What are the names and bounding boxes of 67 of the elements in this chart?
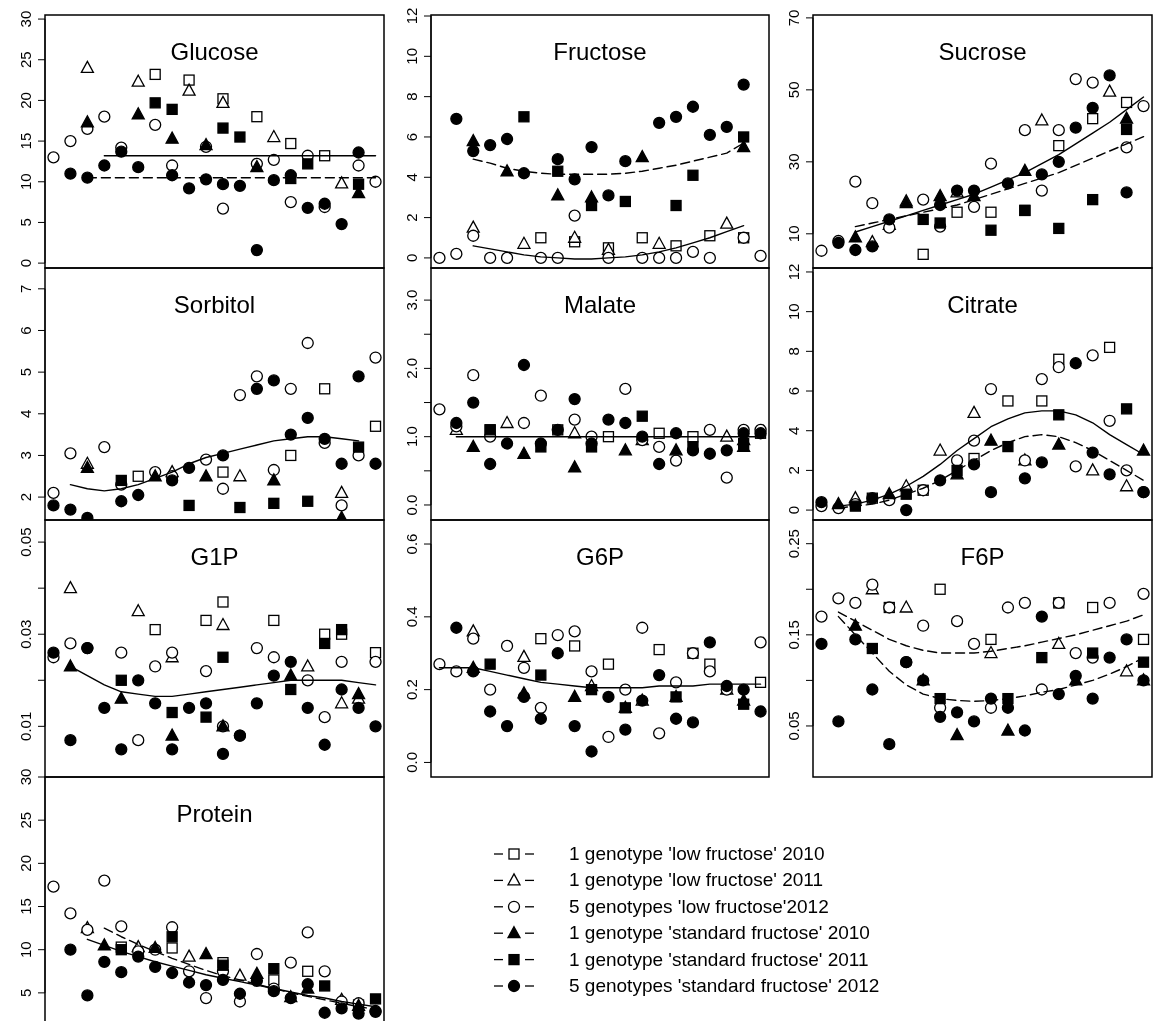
y-tick-label: 30 (17, 10, 34, 28)
y-tick-label: 10 (785, 225, 802, 243)
text: Citrate (947, 291, 1018, 318)
y-tick-label: 12 (403, 7, 420, 25)
y-tick-label: 8 (403, 92, 420, 101)
y-tick-label: 3.0 (403, 289, 420, 311)
legend-label: 1 genotype 'low fructose' 2011 (569, 869, 824, 891)
legend-label: 5 genotypes 'low fructose'2012 (569, 895, 829, 917)
y-tick-label: 6 (17, 326, 34, 335)
y-tick-label: 4 (403, 173, 420, 182)
y-tick-label: 12 (785, 263, 802, 281)
y-tick-label: 0.01 (17, 711, 34, 741)
y-tick-label: 0.2 (403, 679, 420, 701)
y-tick-label: 30 (785, 153, 802, 171)
text: Glucose (170, 38, 259, 65)
y-tick-label: 10 (403, 47, 420, 65)
y-tick-label: 25 (17, 51, 34, 69)
y-tick-label: 5 (17, 988, 34, 998)
y-tick-label: 20 (17, 855, 34, 872)
legend-label: 1 genotype 'low fructose' 2010 (569, 843, 825, 864)
y-tick-label: 0.05 (17, 527, 34, 557)
y-tick-label: 0.15 (785, 620, 802, 650)
y-tick-label: 10 (17, 941, 34, 959)
y-tick-label: 0.25 (785, 529, 802, 559)
text: F6P (960, 543, 1005, 570)
text: Fructose (553, 38, 647, 65)
y-tick-label: 0.05 (785, 711, 802, 741)
y-tick-label: 6 (403, 132, 420, 142)
y-tick-label: 0 (17, 258, 34, 268)
y-tick-label: 8 (785, 347, 802, 356)
y-tick-label: 5 (17, 367, 34, 377)
text: Protein (176, 800, 253, 827)
text: Sorbitol (173, 291, 256, 318)
y-tick-label: 7 (17, 284, 34, 293)
text: G6P (575, 543, 625, 570)
text: G1P (190, 543, 239, 570)
y-tick-label: 70 (785, 9, 802, 27)
y-tick-label: 15 (17, 898, 34, 915)
y-tick-label: 4 (17, 409, 34, 418)
legend-label: 5 genotypes 'standard fructose' 2012 (569, 975, 880, 996)
y-tick-label: 6 (785, 386, 802, 396)
y-tick-label: 30 (17, 768, 34, 786)
legend-label: 1 genotype 'standard fructose' 2011 (569, 948, 869, 970)
y-tick-label: 2.0 (403, 357, 420, 379)
y-tick-label: 0.0 (403, 494, 420, 516)
y-tick-label: 2 (785, 466, 802, 475)
y-tick-label: 5 (17, 218, 34, 227)
y-tick-label: 2 (403, 213, 420, 222)
y-tick-label: 15 (17, 132, 34, 150)
y-tick-label: 0.0 (403, 752, 420, 773)
y-tick-label: 20 (17, 92, 34, 109)
legend-label: 1 genotype 'standard fructose' 2010 (569, 922, 870, 944)
y-tick-label: 10 (17, 173, 34, 191)
y-tick-label: 4 (785, 426, 802, 435)
y-tick-label: 0.03 (17, 619, 34, 649)
y-tick-label: 0 (403, 253, 420, 263)
y-tick-label: 10 (785, 303, 802, 320)
text: Sucrose (938, 38, 1027, 65)
y-tick-label: 50 (785, 81, 802, 99)
y-tick-label: 1.0 (403, 426, 420, 448)
y-tick-label: 2 (17, 492, 34, 502)
y-tick-label: 0.4 (403, 606, 420, 628)
text: Malate (563, 291, 637, 318)
y-tick-label: 3 (17, 451, 34, 460)
y-tick-label: 0.6 (403, 533, 420, 555)
y-tick-label: 25 (17, 811, 34, 829)
y-tick-label: 0 (785, 505, 802, 515)
